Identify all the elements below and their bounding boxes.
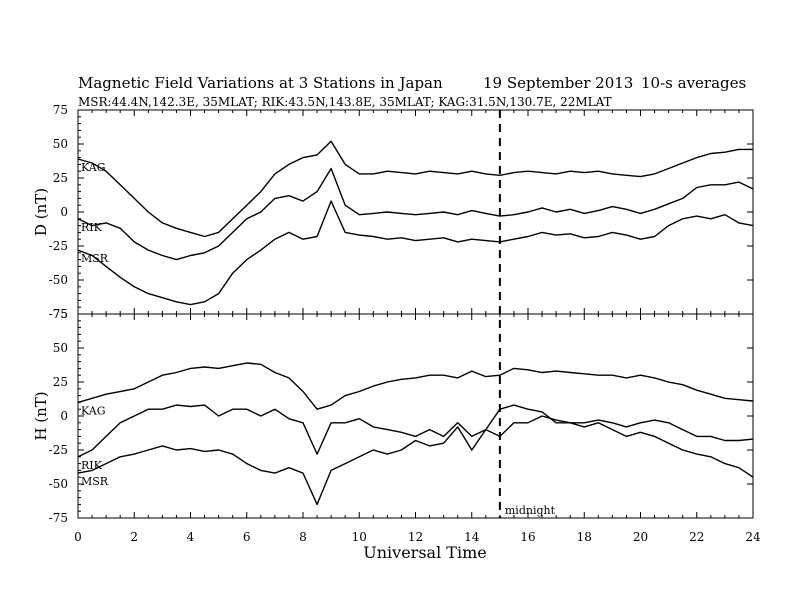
x-tick-label: 14 bbox=[464, 530, 480, 544]
x-tick-label: 12 bbox=[408, 530, 423, 544]
h-label-kag: KAG bbox=[81, 404, 106, 417]
x-tick-label: 16 bbox=[520, 530, 535, 544]
d-label-kag: KAG bbox=[81, 161, 106, 174]
d-series-rik bbox=[77, 167, 754, 261]
chart-title: Magnetic Field Variations at 3 Stations … bbox=[78, 74, 443, 92]
d-panel-frame bbox=[77, 109, 754, 315]
d-label-rik: RIK bbox=[81, 221, 103, 234]
chart-averaging: 10-s averages bbox=[641, 74, 746, 92]
d-panel: 75 50 25 0 -25 -50 -75 KAG RIK MSR D (nT) bbox=[32, 103, 754, 321]
h-label-msr: MSR bbox=[81, 475, 109, 488]
x-tick-label: 0 bbox=[74, 530, 82, 544]
station-info: MSR:44.4N,142.3E, 35MLAT; RIK:43.5N,143.… bbox=[78, 95, 612, 109]
d-series-msr bbox=[77, 200, 754, 306]
chart-date: 19 September 2013 bbox=[483, 74, 633, 92]
d-ytick-label: -25 bbox=[49, 239, 68, 253]
h-ytick-label: -50 bbox=[49, 477, 68, 491]
h-series-kag bbox=[77, 362, 754, 410]
h-ytick-label: 25 bbox=[53, 375, 68, 389]
x-axis-label: Universal Time bbox=[363, 543, 486, 562]
h-panel-frame bbox=[77, 313, 754, 519]
h-ytick-label: -75 bbox=[49, 511, 68, 525]
d-ytick-label: -75 bbox=[49, 307, 68, 321]
x-tick-label: 4 bbox=[187, 530, 195, 544]
midnight-label: midnight bbox=[505, 504, 556, 517]
d-ytick-label: 75 bbox=[53, 103, 68, 117]
h-ytick-label: 0 bbox=[60, 409, 68, 423]
x-tick-label: 24 bbox=[745, 530, 761, 544]
h-ytick-label: -25 bbox=[49, 443, 68, 457]
h-axis-label: H (nT) bbox=[32, 391, 50, 440]
d-ytick-label: -50 bbox=[49, 273, 68, 287]
x-tick-label: 8 bbox=[299, 530, 307, 544]
d-axis-label: D (nT) bbox=[32, 188, 50, 236]
x-tick-label: 20 bbox=[633, 530, 648, 544]
h-series-msr bbox=[77, 415, 754, 506]
x-tick-label: 2 bbox=[130, 530, 138, 544]
d-ytick-label: 25 bbox=[53, 171, 68, 185]
h-ytick-label: 50 bbox=[53, 341, 68, 355]
h-series-rik bbox=[77, 404, 754, 458]
x-tick-label: 22 bbox=[689, 530, 704, 544]
d-ytick-label: 50 bbox=[53, 137, 68, 151]
d-label-msr: MSR bbox=[81, 252, 109, 265]
x-tick-label: 10 bbox=[352, 530, 367, 544]
h-ytick-label: 75 bbox=[53, 307, 68, 321]
d-ytick-label: 0 bbox=[60, 205, 68, 219]
d-series-kag bbox=[77, 140, 753, 238]
x-tick-label: 18 bbox=[577, 530, 592, 544]
x-tick-label: 6 bbox=[243, 530, 251, 544]
